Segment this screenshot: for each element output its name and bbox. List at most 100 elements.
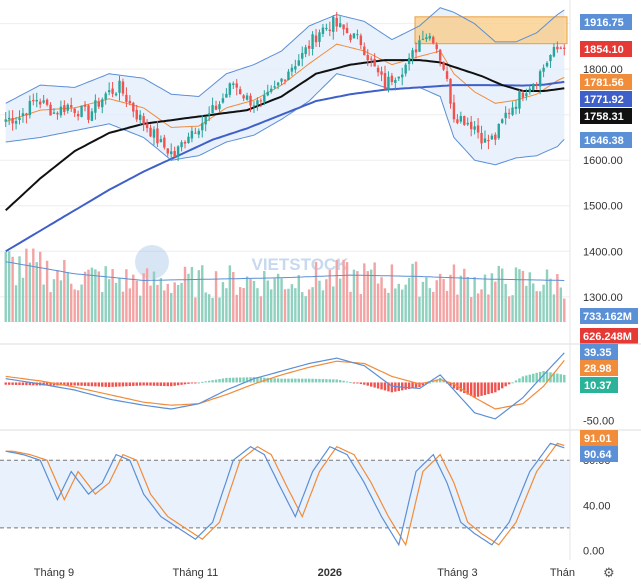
- price-tick-label: 1300.00: [583, 292, 623, 304]
- macd-histogram-bar: [411, 382, 414, 389]
- candle-body: [497, 123, 500, 139]
- volume-bar: [183, 266, 187, 322]
- volume-bar: [125, 269, 128, 322]
- volume-bar: [432, 291, 435, 322]
- candle-body: [59, 106, 63, 116]
- volume-bar: [545, 269, 549, 322]
- candle-body: [563, 47, 566, 49]
- volume-bar: [190, 266, 194, 322]
- macd-histogram-bar: [132, 382, 135, 386]
- x-axis-label: Tháng 9: [34, 567, 74, 579]
- volume-bar: [180, 282, 183, 322]
- macd-histogram-bar: [190, 382, 194, 384]
- macd-histogram-bar: [211, 380, 214, 383]
- volume-bar: [563, 298, 566, 322]
- volume-bar: [390, 264, 394, 322]
- volume-bar: [380, 277, 383, 322]
- price-value-tag-label: 1854.10: [584, 44, 624, 56]
- volume-bar: [428, 288, 432, 322]
- candle-body: [476, 125, 480, 133]
- settings-gear-icon[interactable]: ⚙: [603, 566, 615, 581]
- volume-bar: [452, 264, 456, 322]
- candle-body: [311, 34, 314, 50]
- candle-body: [52, 112, 56, 114]
- candle-body: [425, 37, 428, 39]
- candle-body: [542, 67, 545, 72]
- candle-body: [559, 47, 563, 49]
- volume-bar: [70, 283, 73, 322]
- volume-bar: [363, 263, 366, 322]
- volume-bar: [252, 280, 256, 322]
- candle-body: [273, 86, 276, 88]
- macd-histogram-bar: [80, 382, 83, 386]
- volume-bar: [197, 270, 201, 322]
- volume-bar: [14, 285, 18, 322]
- macd-histogram-bar: [404, 382, 407, 390]
- macd-histogram-bar: [183, 382, 187, 385]
- macd-histogram-bar: [352, 382, 356, 384]
- macd-histogram-bar: [501, 382, 504, 389]
- macd-histogram-bar: [345, 381, 349, 383]
- candle-body: [28, 100, 32, 116]
- macd-histogram-bar: [421, 382, 425, 386]
- candle-body: [301, 52, 304, 59]
- stochastic-k-line: [5, 442, 565, 547]
- volume-bar: [280, 278, 283, 322]
- candle-body: [266, 91, 269, 96]
- candle-body: [270, 88, 273, 92]
- volume-bar: [307, 289, 311, 322]
- volume-bar: [283, 289, 287, 322]
- volume-bar: [525, 285, 528, 322]
- volume-bar: [73, 289, 76, 322]
- volume-bar: [35, 262, 38, 322]
- candle-body: [35, 99, 38, 102]
- volume-bar: [559, 287, 563, 322]
- macd-histogram-bar: [180, 382, 183, 385]
- volume-bar: [425, 277, 428, 322]
- macd-histogram-bar: [476, 382, 480, 397]
- watermark-text: VIETSTOCK: [252, 255, 350, 274]
- price-value-tag-label: 1916.75: [584, 17, 624, 29]
- macd-histogram-bar: [518, 378, 521, 383]
- candle-body: [507, 112, 511, 114]
- volume-bar: [225, 288, 228, 322]
- candle-body: [18, 117, 21, 120]
- candle-body: [545, 62, 549, 67]
- macd-histogram-bar: [259, 377, 263, 383]
- volume-bar: [407, 278, 411, 322]
- macd-histogram-bar: [483, 382, 487, 395]
- volume-bar: [163, 290, 166, 322]
- candle-body: [163, 137, 166, 148]
- macd-histogram-bar: [97, 382, 101, 387]
- price-value-tag-label: 1646.38: [584, 135, 624, 147]
- macd-histogram-bar: [266, 377, 269, 383]
- macd-histogram-bar: [418, 382, 421, 387]
- volume-bar: [76, 290, 80, 322]
- candle-body: [314, 35, 318, 43]
- macd-histogram-bar: [214, 379, 218, 383]
- candle-body: [363, 46, 366, 56]
- macd-histogram-bar: [321, 379, 325, 383]
- candle-body: [380, 71, 383, 75]
- price-tick-label: 1600.00: [583, 155, 623, 167]
- volume-bar: [294, 288, 297, 322]
- volume-bar: [442, 278, 445, 322]
- macd-histogram-bar: [290, 378, 294, 383]
- volume-bar: [221, 282, 225, 322]
- candle-body: [83, 104, 87, 107]
- macd-histogram-bar: [342, 380, 345, 383]
- candle-body: [156, 128, 159, 144]
- volume-bar: [18, 256, 21, 322]
- macd-histogram-bar: [118, 382, 121, 387]
- candle-body: [404, 64, 407, 74]
- macd-histogram-bar: [387, 382, 390, 392]
- candle-body: [328, 29, 332, 31]
- candle-body: [411, 50, 414, 58]
- candle-body: [159, 139, 163, 142]
- macd-histogram-bar: [428, 382, 432, 384]
- stochastic-d-line: [5, 442, 565, 547]
- candle-body: [501, 119, 504, 123]
- price-value-tag: [580, 108, 632, 124]
- macd-histogram-bar: [532, 373, 535, 383]
- macd-tick-label: -50.00: [583, 415, 614, 427]
